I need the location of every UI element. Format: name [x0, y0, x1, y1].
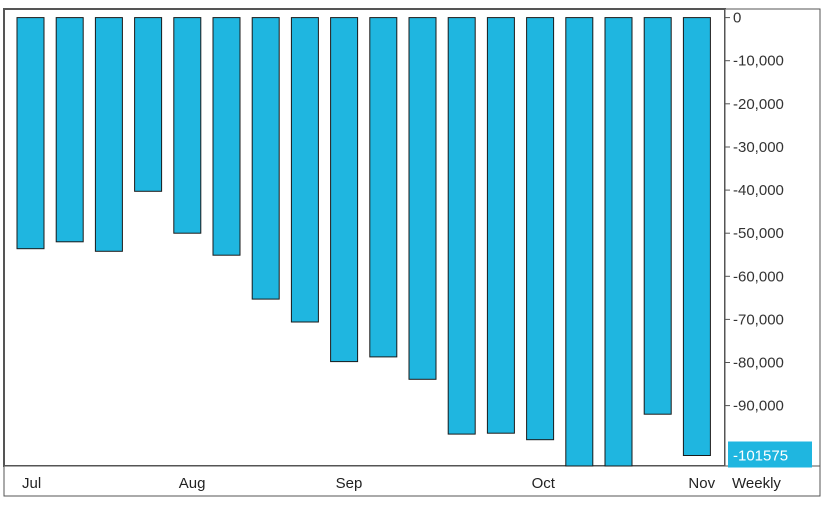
x-tick-label: Aug [179, 475, 206, 492]
x-axis: Jul Aug Sep Oct Nov [22, 475, 716, 492]
y-tick-label: -70,000 [733, 311, 784, 328]
bars-group [16, 17, 711, 467]
last-value-badge: -101575 [728, 441, 812, 468]
y-tick-label: -80,000 [733, 355, 784, 372]
last-value-label: -101575 [733, 448, 788, 465]
bar [369, 17, 398, 358]
bar [643, 17, 672, 415]
bar [447, 17, 476, 435]
bar [330, 17, 359, 363]
bar [682, 17, 711, 456]
y-tick-label: -40,000 [733, 182, 784, 199]
bar [212, 17, 241, 256]
bar [526, 17, 555, 441]
bar [16, 17, 45, 250]
y-tick-label: -20,000 [733, 96, 784, 113]
bar [173, 17, 202, 234]
bar [134, 17, 163, 192]
y-axis-strip [724, 8, 821, 467]
bar [94, 17, 123, 252]
y-axis: 0 -10,000 -20,000 -30,000 -40,000 -50,000 -60,… [725, 10, 784, 415]
y-tick-label: -30,000 [733, 139, 784, 156]
last-value-background [728, 441, 812, 468]
y-tick-label: -10,000 [733, 53, 784, 70]
x-axis-strip [3, 465, 821, 497]
y-tick-label: 0 [733, 10, 741, 27]
x-tick-label: Nov [688, 475, 715, 492]
y-tick-label: -50,000 [733, 225, 784, 242]
bar [565, 17, 594, 467]
bar [486, 17, 515, 434]
y-tick-label: -60,000 [733, 268, 784, 285]
bar [408, 17, 437, 380]
y-tick-label: -90,000 [733, 398, 784, 415]
x-tick-label: Jul [22, 475, 41, 492]
bar [55, 17, 84, 243]
bar [604, 17, 633, 467]
bar [251, 17, 280, 300]
x-tick-label: Oct [532, 475, 556, 492]
x-tick-label: Sep [336, 475, 363, 492]
bar [290, 17, 319, 323]
frequency-label: Weekly [732, 475, 781, 492]
